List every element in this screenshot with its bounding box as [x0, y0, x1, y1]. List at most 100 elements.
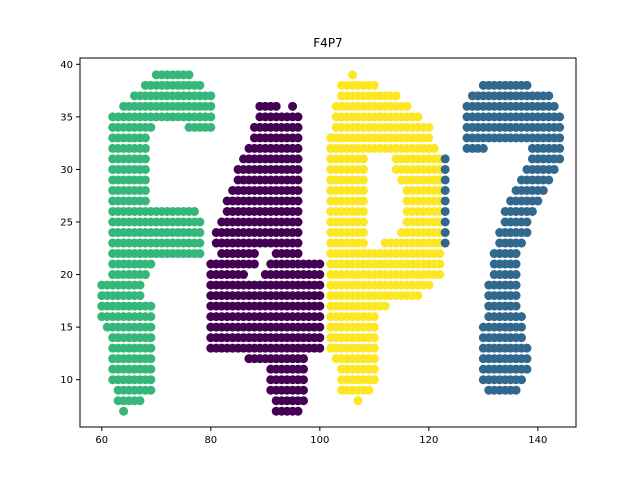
data-point [402, 101, 412, 111]
data-point [293, 175, 303, 185]
data-point [293, 154, 303, 164]
data-point [146, 333, 156, 343]
data-point [298, 375, 308, 385]
data-point [315, 259, 325, 269]
data-point [315, 322, 325, 332]
data-point [135, 396, 145, 406]
data-point [369, 375, 379, 385]
data-point [413, 112, 423, 122]
data-point [522, 354, 532, 364]
series-F [97, 70, 216, 416]
data-point [424, 133, 434, 143]
data-point [522, 343, 532, 353]
data-point [293, 406, 303, 416]
data-point [511, 301, 521, 311]
data-point [315, 301, 325, 311]
data-point [538, 185, 548, 195]
data-point [195, 217, 205, 227]
data-point [544, 91, 554, 101]
data-point [424, 280, 434, 290]
data-point [135, 291, 145, 301]
data-point [249, 249, 259, 259]
data-point [195, 238, 205, 248]
data-point [358, 164, 368, 174]
data-point [435, 249, 445, 259]
series-7 [462, 80, 565, 395]
data-point [315, 312, 325, 322]
data-point [293, 122, 303, 132]
y-axis: 10 15 20 25 30 35 40 [60, 60, 80, 386]
y-tick-label: 25 [60, 218, 73, 229]
data-point [380, 301, 390, 311]
data-point [369, 354, 379, 364]
data-point [358, 217, 368, 227]
data-point [440, 175, 450, 185]
data-point [369, 80, 379, 90]
data-point [511, 270, 521, 280]
data-point [293, 238, 303, 248]
data-point [440, 217, 450, 227]
data-point [206, 112, 216, 122]
data-point [315, 343, 325, 353]
data-point [516, 333, 526, 343]
data-point [195, 228, 205, 238]
data-point [435, 270, 445, 280]
data-point [522, 364, 532, 374]
data-point [358, 228, 368, 238]
data-point [440, 185, 450, 195]
data-point [206, 101, 216, 111]
data-point [369, 333, 379, 343]
data-point [511, 249, 521, 259]
data-point [555, 122, 565, 132]
data-point [516, 322, 526, 332]
data-point [369, 312, 379, 322]
data-point [249, 259, 259, 269]
data-point [549, 101, 559, 111]
data-point [522, 217, 532, 227]
data-point [146, 364, 156, 374]
x-tick-label: 60 [95, 435, 108, 446]
data-point [315, 291, 325, 301]
data-point [544, 175, 554, 185]
data-point [140, 185, 150, 195]
data-point [440, 206, 450, 216]
data-point [391, 91, 401, 101]
data-point [293, 206, 303, 216]
data-point [440, 154, 450, 164]
y-tick-label: 35 [60, 112, 73, 123]
data-point [184, 70, 194, 80]
data-point [146, 354, 156, 364]
y-tick-label: 20 [60, 270, 73, 281]
data-point [119, 406, 129, 416]
data-point [140, 164, 150, 174]
x-tick-label: 80 [204, 435, 217, 446]
x-axis: 60 80 100 120 140 [95, 427, 547, 446]
data-point [511, 291, 521, 301]
data-point [140, 175, 150, 185]
x-tick-label: 120 [419, 435, 438, 446]
data-point [364, 385, 374, 395]
data-point [140, 154, 150, 164]
data-point [315, 270, 325, 280]
data-point [288, 101, 298, 111]
data-point [206, 91, 216, 101]
data-point [555, 112, 565, 122]
data-point [195, 249, 205, 259]
data-point [298, 354, 308, 364]
data-point [293, 217, 303, 227]
data-point [511, 280, 521, 290]
data-point [358, 154, 368, 164]
data-point [298, 385, 308, 395]
data-point [522, 80, 532, 90]
data-point [146, 322, 156, 332]
x-tick-label: 100 [310, 435, 329, 446]
series-P-edge [440, 154, 450, 248]
data-point [429, 143, 439, 153]
data-point [206, 122, 216, 132]
data-point [369, 322, 379, 332]
data-point [369, 343, 379, 353]
data-point [189, 206, 199, 216]
data-point [298, 364, 308, 374]
data-point [516, 312, 526, 322]
